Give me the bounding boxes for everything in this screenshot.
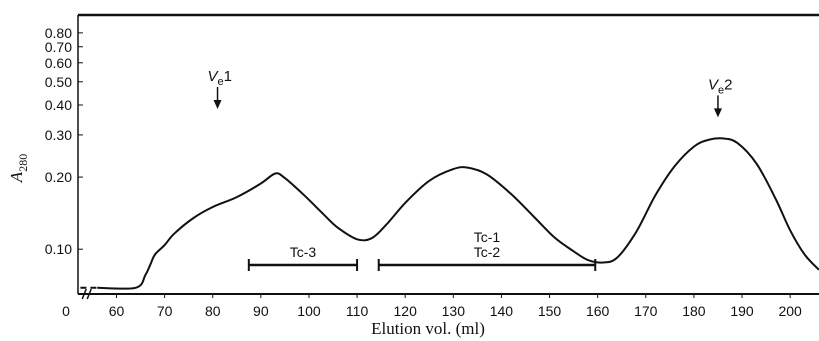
x-axis-label: Elution vol. (ml)	[371, 319, 485, 338]
fraction-label: Tc-3	[290, 244, 317, 260]
axis-break-mark	[86, 288, 92, 300]
x-tick-label: 110	[346, 303, 369, 319]
annotation-label: Ve1	[208, 68, 232, 88]
y-tick-label: 0.20	[45, 169, 72, 185]
x-tick-label: 60	[109, 303, 125, 319]
fraction-label: Tc-2	[474, 244, 501, 260]
x-tick-label: 100	[297, 303, 321, 319]
series-layer	[80, 137, 819, 290]
y-tick-label: 0.80	[45, 25, 72, 41]
fractions-layer: Tc-3 Tc-1Tc-2	[247, 229, 597, 271]
x-axis: 60 70 80 90 100 110 120 130 140 150 160 170 180 190 20…	[62, 294, 802, 319]
annotations-layer: Ve1 Ve2	[208, 68, 732, 118]
x-tick-label: 200	[778, 303, 802, 319]
x-tick-label: 130	[442, 303, 466, 319]
y-tick-label: 0.70	[45, 39, 72, 55]
y-tick-label: 0.30	[45, 127, 72, 143]
y-axis: 0.10 0.20 0.30 0.40 0.50 0.600.700.80	[45, 25, 83, 257]
axis-break-mark	[81, 288, 87, 300]
x-tick-label: 170	[634, 303, 658, 319]
y-tick-label: 0.50	[45, 74, 72, 90]
annotation-label: Ve2	[708, 76, 732, 96]
y-tick-label: 0.10	[45, 241, 72, 257]
x-tick-label: 80	[205, 303, 221, 319]
x-tick-label: 160	[586, 303, 610, 319]
x-tick-label: 70	[157, 303, 173, 319]
y-tick-label: 0.40	[45, 97, 72, 113]
x-tick-label: 150	[538, 303, 562, 319]
annotation-arrow-head	[713, 108, 722, 118]
annotation-arrow-head	[213, 99, 222, 109]
x-tick-label: 140	[490, 303, 514, 319]
fraction-label: Tc-1	[474, 229, 501, 245]
y-axis-title: A280	[7, 154, 30, 183]
x-tick-label: 120	[394, 303, 418, 319]
series-line	[97, 137, 819, 290]
x-origin-label: 0	[62, 303, 70, 319]
plot-frame	[77, 13, 819, 300]
x-tick-label: 180	[682, 303, 706, 319]
x-tick-label: 90	[253, 303, 269, 319]
y-tick-label: 0.60	[45, 55, 72, 71]
y-axis-label: A280	[7, 154, 30, 183]
x-tick-label: 190	[730, 303, 754, 319]
